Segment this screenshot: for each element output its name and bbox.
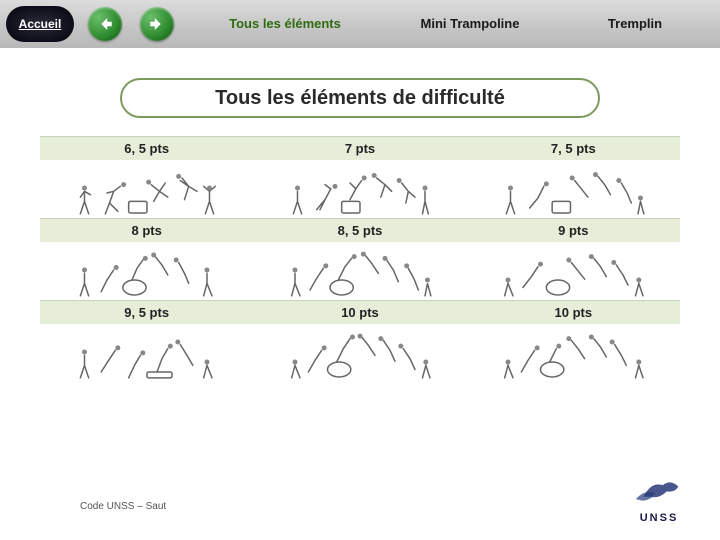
gymnast-illustration — [40, 242, 253, 300]
gymnast-illustration — [467, 160, 680, 218]
grid-cell[interactable]: 7, 5 pts — [467, 136, 680, 218]
cell-label: 6, 5 pts — [40, 137, 253, 160]
tab-label: Tous les éléments — [229, 17, 341, 31]
grid-cell[interactable]: 7 pts — [253, 136, 466, 218]
logo-icon — [628, 469, 690, 509]
grid-cell[interactable]: 6, 5 pts — [40, 136, 253, 218]
cell-label: 8 pts — [40, 219, 253, 242]
grid-cell[interactable]: 10 pts — [253, 300, 466, 382]
grid-cell[interactable]: 8 pts — [40, 218, 253, 300]
gymnast-illustration — [467, 242, 680, 300]
top-bar: Accueil Tous les éléments Mini Trampolin… — [0, 0, 720, 48]
gymnast-illustration — [253, 160, 466, 218]
cell-label: 10 pts — [467, 301, 680, 324]
forward-button[interactable] — [140, 7, 174, 41]
tab-tous-elements[interactable]: Tous les éléments — [225, 4, 345, 44]
gymnast-illustration — [40, 324, 253, 382]
arrow-right-icon — [148, 15, 166, 33]
back-button[interactable] — [88, 7, 122, 41]
gymnast-illustration — [467, 324, 680, 382]
grid-cell[interactable]: 10 pts — [467, 300, 680, 382]
cell-label: 10 pts — [253, 301, 466, 324]
gymnast-illustration — [253, 324, 466, 382]
grid-cell[interactable]: 8, 5 pts — [253, 218, 466, 300]
grid-cell[interactable]: 9 pts — [467, 218, 680, 300]
cell-label: 7 pts — [253, 137, 466, 160]
page-title: Tous les éléments de difficulté — [215, 87, 505, 110]
cell-label: 9, 5 pts — [40, 301, 253, 324]
cell-label: 8, 5 pts — [253, 219, 466, 242]
tab-label: Tremplin — [608, 17, 662, 31]
arrow-left-icon — [96, 15, 114, 33]
unss-logo: UNSS — [628, 469, 690, 524]
home-label: Accueil — [19, 17, 62, 31]
tab-label: Mini Trampoline — [421, 17, 520, 31]
page-title-banner: Tous les éléments de difficulté — [120, 78, 600, 118]
footer-code: Code UNSS – Saut — [80, 501, 166, 512]
cell-label: 7, 5 pts — [467, 137, 680, 160]
gymnast-illustration — [253, 242, 466, 300]
cell-label: 9 pts — [467, 219, 680, 242]
grid-cell[interactable]: 9, 5 pts — [40, 300, 253, 382]
logo-text: UNSS — [628, 512, 690, 524]
home-button[interactable]: Accueil — [6, 6, 74, 42]
tab-mini-trampoline[interactable]: Mini Trampoline — [410, 4, 530, 44]
gymnast-illustration — [40, 160, 253, 218]
difficulty-grid: 6, 5 pts 7 pts — [40, 136, 680, 382]
tab-tremplin[interactable]: Tremplin — [580, 4, 690, 44]
